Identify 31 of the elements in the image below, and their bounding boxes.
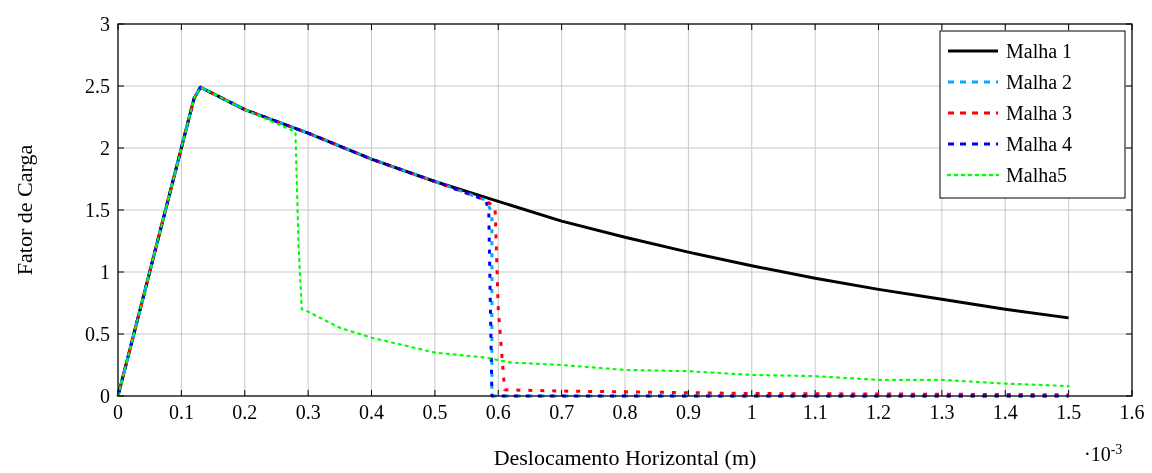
y-tick-label: 2 xyxy=(100,137,110,159)
legend-label: Malha 1 xyxy=(1006,40,1073,62)
x-tick-label: 0.2 xyxy=(232,401,258,423)
x-tick-label: 0.9 xyxy=(675,401,701,423)
y-tick-label: 1.5 xyxy=(85,199,110,221)
y-tick-label: 2.5 xyxy=(85,75,110,97)
y-tick-label: 1 xyxy=(100,261,110,283)
text: ·10$^{-3}$ xyxy=(1084,441,1123,465)
y-tick-label: 0 xyxy=(100,385,110,407)
y-tick-label: 0.5 xyxy=(85,323,110,345)
x-tick-label: 1.1 xyxy=(802,401,828,423)
x-tick-label: 0.7 xyxy=(549,401,575,423)
x-tick-label: 1.5 xyxy=(1056,401,1082,423)
legend-label: Malha 4 xyxy=(1006,133,1073,155)
y-axis-title: Fator de Carga xyxy=(12,144,37,276)
x-tick-label: 1.3 xyxy=(929,401,955,423)
x-tick-label: 1 xyxy=(746,401,757,423)
x-tick-label: 1.4 xyxy=(992,401,1018,423)
x-tick-label: 1.6 xyxy=(1119,401,1145,423)
x-tick-label: 0.6 xyxy=(485,401,511,423)
x-tick-label: 0.3 xyxy=(295,401,321,423)
x-tick-label: 0.5 xyxy=(422,401,448,423)
x-tick-label: 1.2 xyxy=(866,401,891,423)
x-axis-title: Deslocamento Horizontal (m) xyxy=(493,445,757,470)
y-tick-label: 3 xyxy=(100,13,110,35)
legend-label: Malha 2 xyxy=(1006,71,1073,93)
x-tick-label: 0.8 xyxy=(612,401,638,423)
x-tick-label: 0.4 xyxy=(359,401,384,423)
legend-label: Malha 3 xyxy=(1006,102,1073,124)
x-tick-label: 0.1 xyxy=(168,401,194,423)
legend-label: Malha5 xyxy=(1006,164,1068,186)
